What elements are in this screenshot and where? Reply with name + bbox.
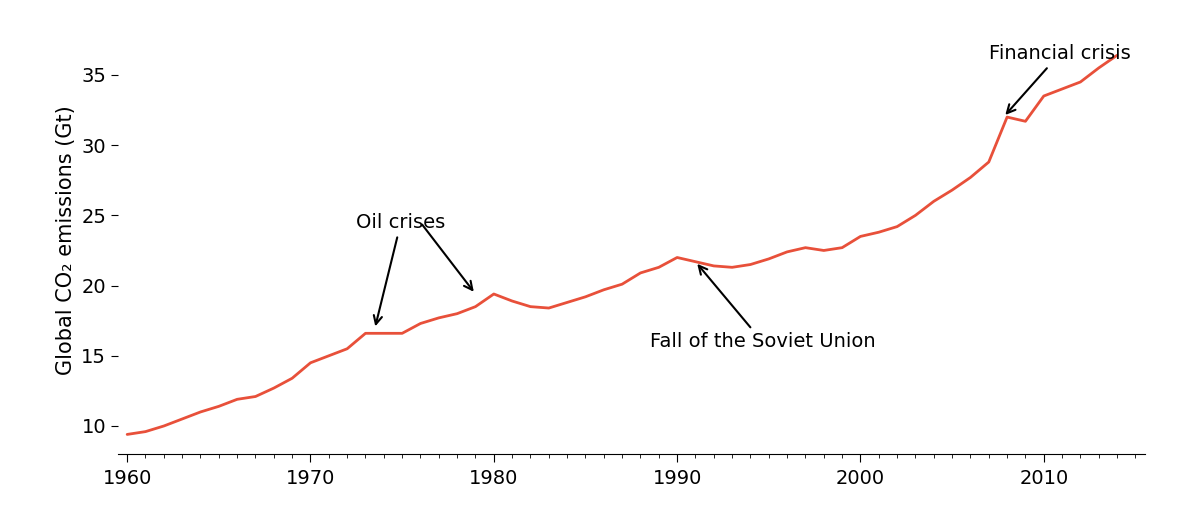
Text: Oil crises: Oil crises: [356, 213, 446, 324]
Y-axis label: Global CO₂ emissions (Gt): Global CO₂ emissions (Gt): [55, 105, 76, 375]
Text: Fall of the Soviet Union: Fall of the Soviet Union: [650, 266, 876, 351]
Text: Financial crisis: Financial crisis: [989, 44, 1130, 113]
